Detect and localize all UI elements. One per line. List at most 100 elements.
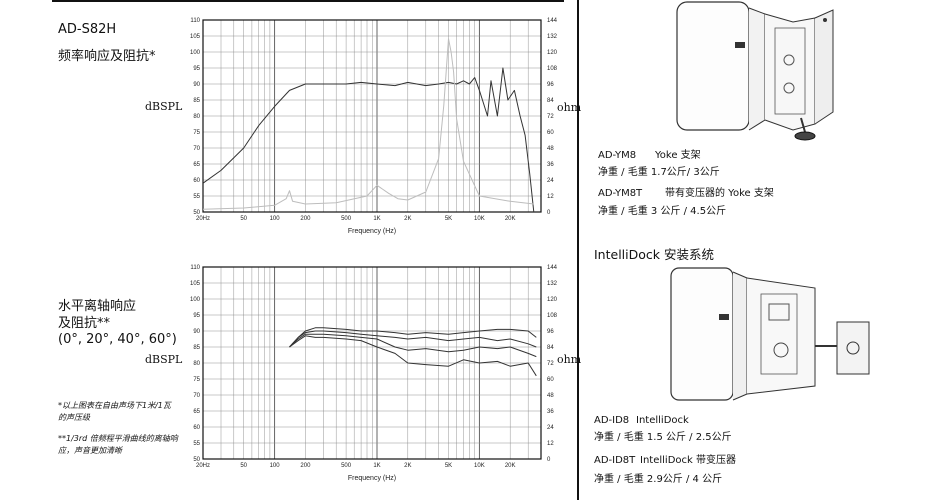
y2-tick-label: 132 bbox=[547, 281, 558, 287]
y-tick-label: 100 bbox=[190, 297, 201, 303]
y-tick-label: 65 bbox=[193, 162, 200, 168]
y2-tick-label: 24 bbox=[547, 178, 554, 184]
intellidock-desc-2: IntelliDock 带变压器 bbox=[640, 455, 736, 466]
x-tick-label: 2K bbox=[404, 463, 411, 469]
x-tick-label: 5K bbox=[445, 216, 452, 222]
y-tick-label: 85 bbox=[193, 98, 200, 104]
x-tick-label: 500 bbox=[341, 463, 352, 469]
intellidock-image bbox=[670, 267, 870, 401]
y-tick-label: 55 bbox=[193, 194, 200, 200]
y-tick-label: 95 bbox=[193, 313, 200, 319]
y2-tick-label: 12 bbox=[547, 441, 554, 447]
chart2-title-line2: 及阻抗** bbox=[58, 316, 111, 331]
y-tick-label: 60 bbox=[193, 178, 200, 184]
y2-tick-label: 132 bbox=[547, 34, 558, 40]
y-tick-label: 110 bbox=[190, 18, 200, 24]
y-tick-label: 75 bbox=[193, 377, 200, 383]
x-tick-label: 1K bbox=[373, 216, 380, 222]
series-line bbox=[289, 335, 537, 377]
x-tick-label: 2K bbox=[404, 216, 411, 222]
intellidock-model-1: AD-ID8 bbox=[594, 415, 630, 426]
series-line bbox=[289, 327, 537, 348]
yoke-desc-1: Yoke 支架 bbox=[655, 150, 701, 161]
x-tick-label: 20K bbox=[505, 463, 516, 469]
y2-tick-label: 144 bbox=[547, 265, 558, 271]
y2-tick-label: 60 bbox=[547, 130, 554, 136]
yoke-bracket-image bbox=[676, 1, 834, 141]
x-tick-label: 200 bbox=[300, 463, 311, 469]
y-tick-label: 55 bbox=[193, 441, 200, 447]
yoke-weight-2: 净重 / 毛重 3 公斤 / 4.5公斤 bbox=[598, 206, 727, 217]
y-tick-label: 95 bbox=[193, 66, 200, 72]
x-tick-label: 10K bbox=[474, 463, 485, 469]
off-axis-response-chart: 50 55 60 65 70 75 80 85 90 95 100 105 110 0 12 24 36 48 60… bbox=[190, 265, 558, 482]
y-tick-label: 50 bbox=[193, 457, 200, 463]
y2-tick-label: 60 bbox=[547, 377, 554, 383]
y-tick-label: 80 bbox=[193, 114, 200, 120]
x-tick-label: 20Hz bbox=[196, 463, 210, 469]
y2-tick-label: 12 bbox=[547, 194, 554, 200]
y-tick-label: 70 bbox=[193, 393, 200, 399]
chart2-left-unit: dBSPL bbox=[145, 353, 183, 366]
x-axis-label: Frequency (Hz) bbox=[348, 475, 396, 482]
yoke-model-1: AD-YM8 bbox=[598, 150, 637, 161]
y-tick-label: 85 bbox=[193, 345, 200, 351]
y2-tick-label: 96 bbox=[547, 329, 554, 335]
y-tick-label: 50 bbox=[193, 210, 200, 216]
x-tick-label: 50 bbox=[240, 216, 247, 222]
column-divider bbox=[577, 0, 579, 500]
footnote-2: **1/3rd 倍频程平滑曲线的离轴响应，声音更加清晰 bbox=[58, 434, 178, 455]
chart2-right-unit: ohm bbox=[557, 353, 582, 366]
y2-tick-label: 48 bbox=[547, 393, 554, 399]
plot-frame bbox=[202, 266, 542, 460]
x-tick-label: 200 bbox=[300, 216, 311, 222]
y-tick-label: 80 bbox=[193, 361, 200, 367]
y-tick-label: 105 bbox=[190, 34, 201, 40]
chart2-title-line3: (0°, 20°, 40°, 60°) bbox=[58, 332, 177, 347]
y2-tick-label: 0 bbox=[547, 457, 551, 463]
series-line bbox=[289, 333, 537, 358]
intellidock-weight-2: 净重 / 毛重 2.9公斤 / 4 公斤 bbox=[594, 474, 723, 485]
y-tick-label: 75 bbox=[193, 130, 200, 136]
x-tick-label: 1K bbox=[373, 463, 380, 469]
y-tick-label: 90 bbox=[193, 329, 200, 335]
yoke-desc-2: 带有变压器的 Yoke 支架 bbox=[665, 188, 774, 199]
x-tick-label: 100 bbox=[270, 463, 281, 469]
series-line bbox=[202, 67, 535, 213]
x-tick-label: 20K bbox=[505, 216, 516, 222]
intellidock-model-2: AD-ID8T bbox=[594, 455, 636, 466]
y-tick-label: 70 bbox=[193, 146, 200, 152]
x-tick-label: 5K bbox=[445, 463, 452, 469]
top-rule-left bbox=[52, 0, 564, 2]
y2-tick-label: 144 bbox=[547, 18, 558, 24]
intellidock-heading: IntelliDock 安装系统 bbox=[594, 247, 714, 262]
y2-tick-label: 108 bbox=[547, 313, 558, 319]
y2-tick-label: 108 bbox=[547, 66, 558, 72]
x-tick-label: 20Hz bbox=[196, 216, 210, 222]
x-tick-label: 10K bbox=[474, 216, 485, 222]
chart1-title: 频率响应及阻抗* bbox=[58, 49, 156, 64]
y2-tick-label: 48 bbox=[547, 146, 554, 152]
plot-frame bbox=[202, 19, 542, 213]
x-tick-label: 100 bbox=[270, 216, 281, 222]
yoke-model-2: AD-YM8T bbox=[598, 188, 643, 199]
intellidock-desc-1: IntelliDock bbox=[636, 415, 689, 426]
y-tick-label: 65 bbox=[193, 409, 200, 415]
y-tick-label: 100 bbox=[190, 50, 201, 56]
y2-tick-label: 120 bbox=[547, 297, 558, 303]
yoke-weight-1: 净重 / 毛重 1.7公斤/ 3公斤 bbox=[598, 167, 720, 178]
footnote-1: *以上图表在自由声场下1米/1瓦的声压级 bbox=[58, 401, 171, 422]
y2-tick-label: 84 bbox=[547, 345, 554, 351]
y-tick-label: 60 bbox=[193, 425, 200, 431]
x-tick-label: 500 bbox=[341, 216, 352, 222]
y2-tick-label: 96 bbox=[547, 82, 554, 88]
y-tick-label: 90 bbox=[193, 82, 200, 88]
y2-tick-label: 36 bbox=[547, 162, 554, 168]
y2-tick-label: 36 bbox=[547, 409, 554, 415]
frequency-response-chart: 50 55 60 65 70 75 80 85 90 95 100 105 110 0 12 24 36 48 60… bbox=[190, 18, 558, 235]
chart2-title-line1: 水平离轴响应 bbox=[58, 299, 137, 314]
x-tick-label: 50 bbox=[240, 463, 247, 469]
y2-tick-label: 0 bbox=[547, 210, 551, 216]
series-line bbox=[202, 38, 534, 210]
series-line bbox=[289, 330, 537, 348]
